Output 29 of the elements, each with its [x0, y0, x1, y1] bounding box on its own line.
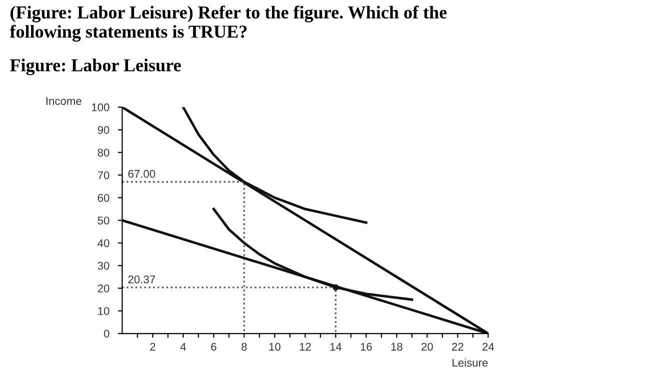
- x-tick-label: 20: [422, 342, 433, 351]
- y-tick-label: 30: [98, 262, 110, 270]
- y-tick-label: 50: [98, 216, 110, 224]
- y-tick-label: 100: [92, 103, 110, 112]
- x-tick-label: 24: [482, 342, 494, 351]
- y-tick-label: 0: [104, 330, 110, 338]
- x-tick-label: 22: [452, 342, 464, 351]
- x-tick-label: 16: [360, 342, 372, 351]
- annotation: 20.37: [128, 275, 156, 284]
- y-tick-label: 70: [98, 171, 110, 180]
- x-tick-label: 18: [391, 342, 402, 351]
- x-tick-label: 10: [269, 342, 280, 351]
- y-tick-label: 60: [98, 194, 110, 202]
- y-tick-label: 40: [98, 239, 110, 248]
- x-tick-label: 4: [180, 342, 186, 351]
- x-axis-title: Leisure: [452, 358, 488, 367]
- y-axis-title: Income: [46, 97, 82, 105]
- x-tick-label: 2: [150, 342, 156, 351]
- x-tick-label: 14: [330, 342, 342, 351]
- y-tick-label: 80: [98, 148, 110, 157]
- y-tick-label: 90: [98, 126, 110, 134]
- x-tick-label: 6: [211, 342, 216, 351]
- chart-title: (Figure: Labor Leisure) Refer to the figure. Which of the following statements is TRUE?: [10, 6, 447, 42]
- x-tick-label: 8: [242, 342, 247, 351]
- annotation: 67.00: [128, 170, 156, 178]
- y-tick-label: 20: [98, 284, 110, 292]
- x-tick-label: 12: [300, 342, 311, 351]
- chart-subtitle: Figure: Labor Leisure: [10, 58, 181, 76]
- y-tick-label: 10: [98, 307, 110, 316]
